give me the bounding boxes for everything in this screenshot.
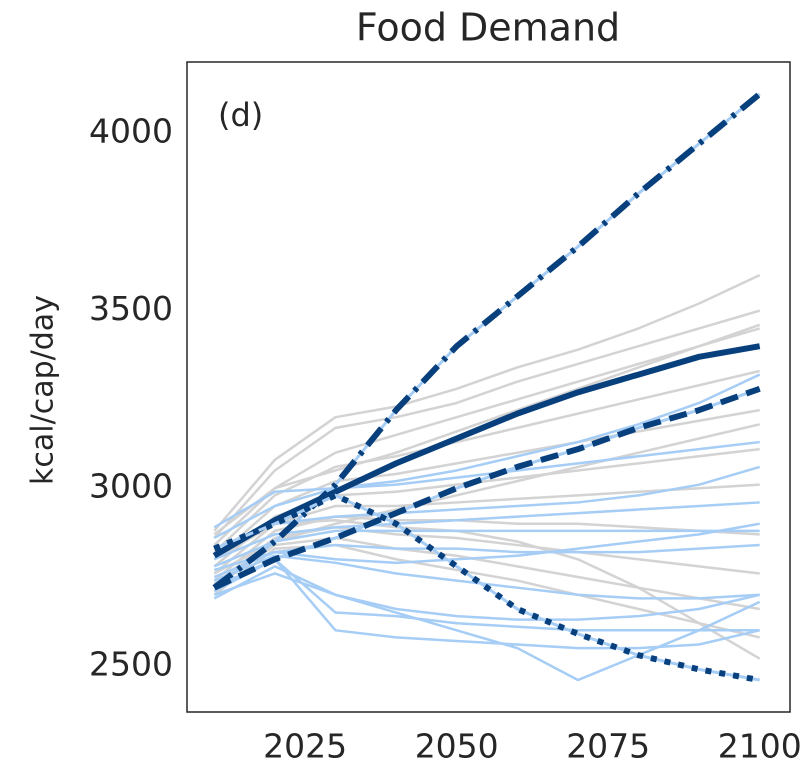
series-line [213,408,760,561]
series-line [213,522,760,572]
series-line [213,536,760,611]
series-line [213,529,760,568]
series-line [213,518,761,660]
series-line [213,465,761,550]
series-line [213,323,761,536]
series-line [213,501,760,561]
x-tick-label: 2075 [566,727,650,766]
series-line [213,373,761,529]
y-tick-label: 3000 [89,467,173,506]
x-tick-label: 2100 [718,727,802,766]
series-line [213,492,761,683]
x-tick-label: 2025 [263,727,347,766]
y-axis-label: kcal/cap/day [26,295,61,485]
series-line [213,327,761,546]
series-line [213,515,760,582]
series-line [212,343,761,559]
x-tick-label: 2050 [415,727,499,766]
y-tick-label: 4000 [89,112,173,151]
series-line [213,572,760,621]
series-line [213,309,761,539]
annotation: (d) [218,96,263,134]
series-line [213,558,760,632]
series-line [213,423,760,575]
series-line [213,543,760,639]
series-line [213,440,760,540]
plot-frame [186,61,791,713]
y-tick-label: 3500 [89,289,173,328]
series-line [213,273,761,532]
series-line [213,558,760,650]
series-line [213,565,761,682]
series-line [213,369,760,554]
series-line [212,91,762,591]
line-underlay [213,387,761,590]
y-tick-label: 2500 [89,644,173,683]
chart-title: Food Demand [356,6,620,50]
